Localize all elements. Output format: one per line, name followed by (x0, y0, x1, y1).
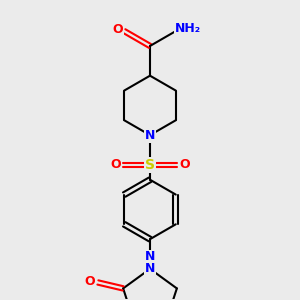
Text: O: O (179, 158, 190, 171)
Text: O: O (112, 22, 123, 36)
Text: NH₂: NH₂ (175, 22, 201, 34)
Text: N: N (145, 129, 155, 142)
Text: N: N (145, 262, 155, 275)
Text: S: S (145, 158, 155, 172)
Text: O: O (110, 158, 121, 171)
Text: O: O (85, 275, 95, 288)
Text: N: N (145, 250, 155, 263)
